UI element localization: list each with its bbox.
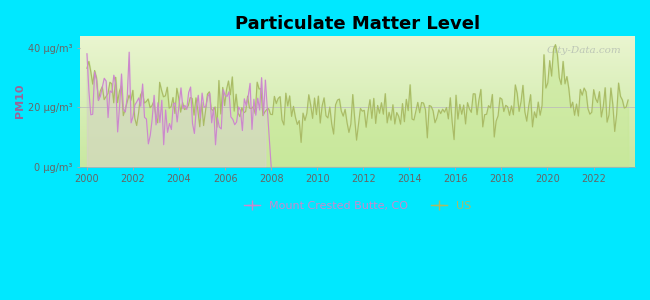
Y-axis label: PM10: PM10 — [15, 84, 25, 119]
Text: City-Data.com: City-Data.com — [547, 46, 621, 56]
Title: Particulate Matter Level: Particulate Matter Level — [235, 15, 480, 33]
Legend: Mount Crested Butte, CO, US: Mount Crested Butte, CO, US — [239, 197, 476, 216]
